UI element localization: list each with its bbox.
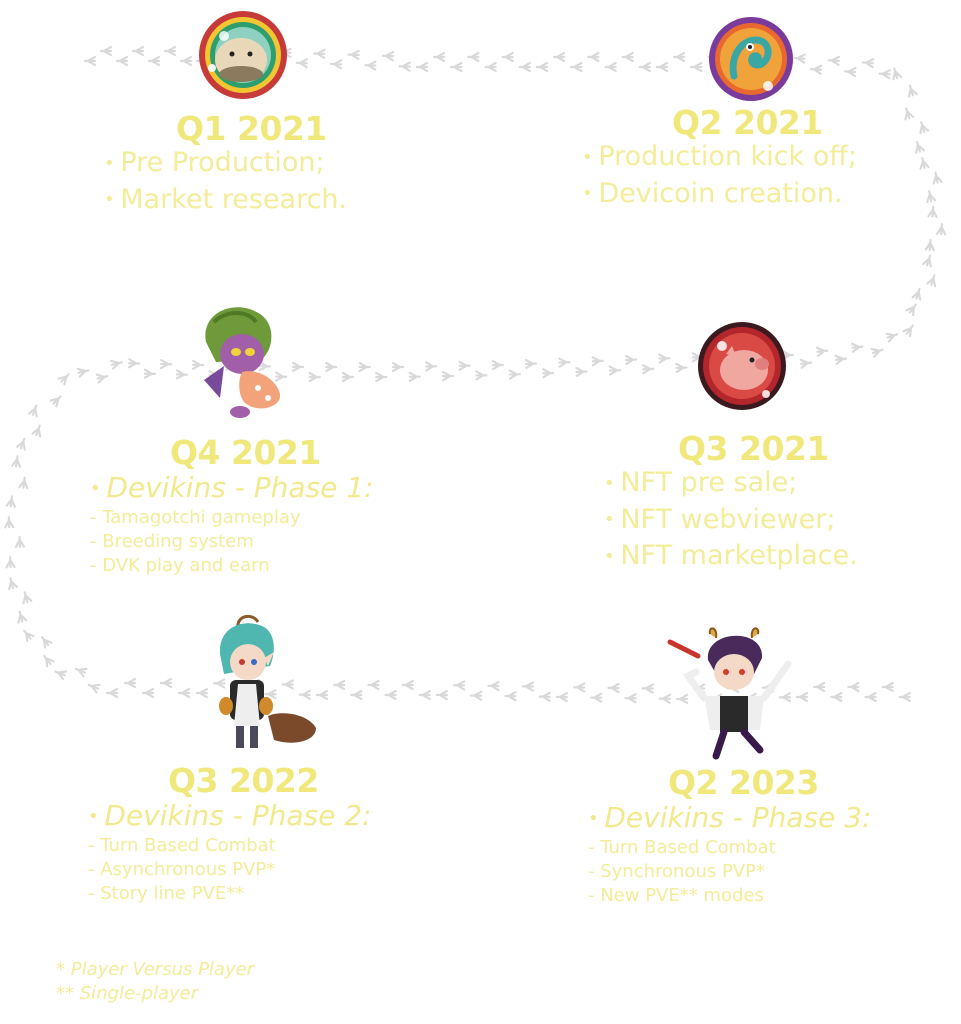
milestone-q3-2022: Q3 2022 Devikins - Phase 2: Turn Based C… <box>88 764 371 906</box>
milestone-detail: New PVE** modes <box>588 884 871 908</box>
footnote-pve: ** Single-player <box>56 983 199 1004</box>
milestone-item: NFT pre sale; <box>604 465 858 502</box>
footnote-pvp: * Player Versus Player <box>56 959 255 980</box>
milestone-quarter: Q3 2022 <box>168 761 319 800</box>
milestone-item: NFT marketplace. <box>604 538 857 575</box>
milestone-detail: Turn Based Combat <box>88 834 371 858</box>
milestone-detail: Tamagotchi gameplay <box>90 506 373 530</box>
milestone-q1-2021: Q1 2021 Pre Production; Market research. <box>104 112 347 218</box>
devikin-green-hair-character-icon <box>186 302 292 420</box>
milestone-q4-2021: Q4 2021 Devikins - Phase 1: Tamagotchi g… <box>90 436 373 578</box>
milestone-quarter: Q2 2021 <box>672 103 823 142</box>
pig-badge-icon <box>696 320 788 412</box>
milestone-q2-2023: Q2 2023 Devikins - Phase 3: Turn Based C… <box>588 766 871 908</box>
milestone-phase: Devikins - Phase 1: <box>90 471 373 506</box>
milestone-detail: DVK play and earn <box>90 554 373 578</box>
milestone-detail: Asynchronous PVP* <box>88 858 371 882</box>
milestone-phase: Devikins - Phase 2: <box>88 799 371 834</box>
milestone-item: Devicoin creation. <box>582 176 857 213</box>
hamster-badge-icon <box>196 8 290 102</box>
milestone-quarter: Q3 2021 <box>678 429 829 468</box>
milestone-phase: Devikins - Phase 3: <box>588 801 871 836</box>
milestone-quarter: Q4 2021 <box>170 433 321 472</box>
chameleon-badge-icon <box>706 14 796 104</box>
milestone-detail: Breeding system <box>90 530 373 554</box>
milestone-detail: Turn Based Combat <box>588 836 871 860</box>
milestone-item: Pre Production; <box>104 145 347 182</box>
devikin-teal-hair-character-icon <box>212 614 320 754</box>
milestone-q3-2021: Q3 2021 NFT pre sale; NFT webviewer; NFT… <box>604 429 858 575</box>
milestone-q2-2021: Q2 2021 Production kick off; Devicoin cr… <box>582 106 857 212</box>
milestone-quarter: Q2 2023 <box>668 763 819 802</box>
devikin-purple-hair-character-icon <box>664 620 804 762</box>
milestone-item: NFT webviewer; <box>604 502 858 539</box>
milestone-item: Production kick off; <box>582 139 857 176</box>
milestone-quarter: Q1 2021 <box>176 109 327 148</box>
milestone-detail: Story line PVE** <box>88 882 371 906</box>
milestone-detail: Synchronous PVP* <box>588 860 871 884</box>
milestone-item: Market research. <box>104 182 347 219</box>
